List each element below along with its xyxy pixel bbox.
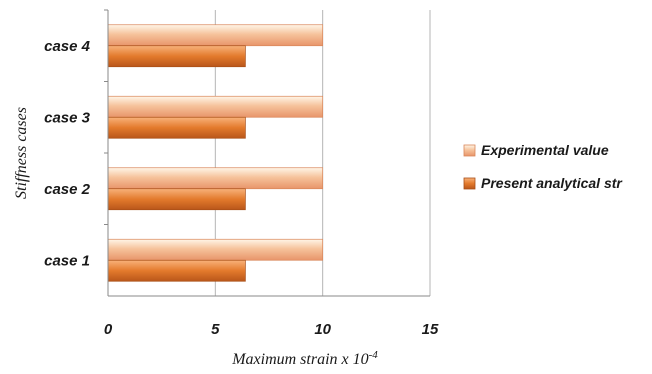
y-tick-label-case-3: case 3 xyxy=(44,109,91,126)
x-axis-title: Maximum strain x 10-4 xyxy=(231,349,378,368)
x-tick-label-10: 10 xyxy=(314,321,331,338)
legend-label-experimental: Experimental value xyxy=(481,142,609,158)
x-tick-labels: 0 5 10 15 xyxy=(104,321,439,338)
bar-experimental-case-3 xyxy=(107,95,324,118)
bar-experimental-case-1 xyxy=(107,238,324,261)
y-tick-label-case-2: case 2 xyxy=(44,181,91,198)
axes xyxy=(104,9,430,297)
y-tick-label-case-4: case 4 xyxy=(44,38,91,55)
x-tick-label-0: 0 xyxy=(104,321,113,338)
y-axis-title: Stiffness cases xyxy=(13,107,30,199)
y-tick-label-case-1: case 1 xyxy=(44,252,90,269)
x-tick-label-5: 5 xyxy=(211,321,220,338)
y-tick-labels: case 1 case 2 case 3 case 4 xyxy=(44,38,91,270)
legend: Experimental value Present analytical st… xyxy=(463,142,623,191)
bar-analytical-case-2 xyxy=(107,188,246,211)
legend-swatch-analytical xyxy=(463,177,476,190)
bar-experimental-case-4 xyxy=(107,24,324,47)
bar-analytical-case-1 xyxy=(107,259,246,282)
bar-analytical-case-4 xyxy=(107,45,246,68)
legend-label-analytical: Present analytical str xyxy=(481,175,623,191)
bar-analytical-case-3 xyxy=(107,116,246,139)
legend-swatch-experimental xyxy=(463,144,476,157)
bar-experimental-case-2 xyxy=(107,167,324,190)
x-tick-label-15: 15 xyxy=(422,321,439,338)
